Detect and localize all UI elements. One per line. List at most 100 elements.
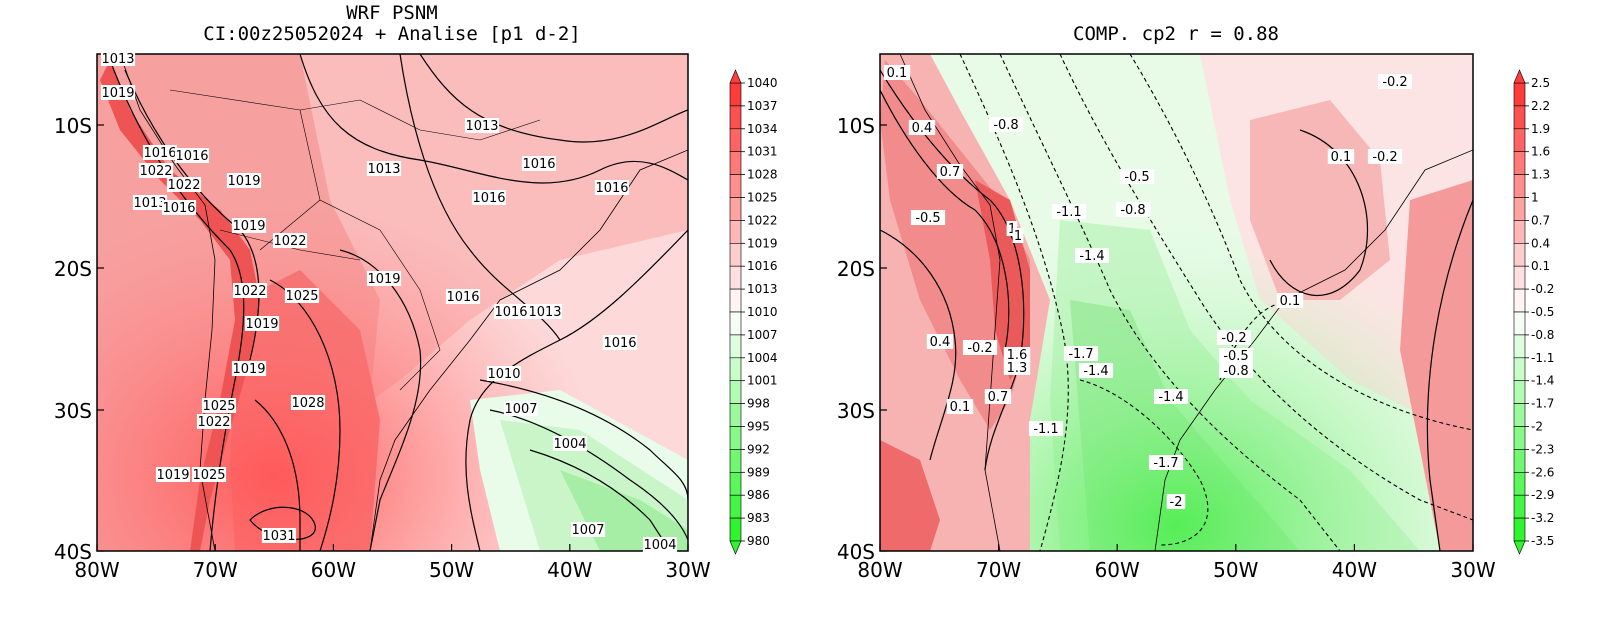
- contour-label-bg: [988, 117, 1024, 132]
- colorbar-swatch: [1513, 517, 1526, 542]
- contour-label: 1016: [494, 305, 527, 320]
- colorbar-label: -3.2: [1531, 511, 1554, 525]
- right-frame: [879, 53, 1474, 552]
- contour-label: 1019: [232, 219, 265, 234]
- colorbar-swatch: [1513, 128, 1526, 153]
- contour-label-bg: [552, 436, 588, 451]
- contour-label-bg: [984, 389, 1012, 404]
- right-contour-neg-e: [1079, 379, 1209, 546]
- contour-label-bg: [232, 283, 268, 298]
- colorbar-label: 1034: [747, 122, 778, 136]
- left-east-coast: [369, 149, 688, 551]
- contour-label-bg: [527, 304, 563, 319]
- colorbar-swatch: [729, 288, 742, 313]
- colorbar-label: 1028: [747, 168, 778, 182]
- colorbar-swatch: [1513, 220, 1526, 244]
- colorbar-swatch: [729, 357, 742, 381]
- y-tick-label: 30S: [837, 399, 875, 423]
- contour-label: 1007: [571, 523, 604, 538]
- right-contour-0.7: [880, 89, 1010, 351]
- colorbar-swatch: [729, 220, 742, 244]
- contour-label-bg: [1028, 421, 1064, 436]
- colorbar-swatch: [729, 197, 742, 221]
- colorbar-swatch: [729, 151, 742, 175]
- contour-label: 1013: [101, 52, 134, 67]
- contour-label: 1016: [472, 191, 505, 206]
- colorbar-swatch: [729, 265, 742, 290]
- y-tick-label: 30S: [54, 399, 92, 423]
- colorbar-label: -2.6: [1531, 465, 1554, 479]
- colorbar-bottom-arrow: [1513, 540, 1526, 555]
- colorbar-label: 2.5: [1531, 76, 1550, 90]
- contour-label-bg: [1276, 293, 1304, 308]
- y-tick-label: 10S: [837, 114, 875, 138]
- contour-label: -0.2: [1372, 150, 1397, 165]
- y-tick-label: 10S: [54, 114, 92, 138]
- colorbar-swatch: [729, 243, 742, 267]
- colorbar-swatch: [1513, 243, 1526, 267]
- contour-label: 1016: [446, 290, 479, 305]
- colorbar-bottom-arrow: [729, 540, 742, 555]
- colorbar-swatch: [1513, 357, 1526, 381]
- colorbar-label: 1010: [747, 305, 778, 319]
- colorbar-label: 1007: [747, 328, 778, 342]
- contour-label: 0.4: [930, 335, 951, 350]
- colorbar-label: -0.2: [1531, 282, 1554, 296]
- colorbar-label: 1.6: [1531, 145, 1550, 159]
- contour-label: 1019: [101, 86, 134, 101]
- contour-label: 0.1: [887, 66, 908, 81]
- contour-label-bg: [201, 398, 237, 413]
- contour-label-bg: [521, 156, 557, 171]
- colorbar-label: -3.5: [1531, 534, 1554, 548]
- contour-label: -0.2: [1221, 331, 1246, 346]
- contour-label: 1016: [175, 149, 208, 164]
- left-frame: [96, 53, 689, 552]
- colorbar-swatch: [1513, 494, 1526, 519]
- contour-label-bg: [486, 366, 522, 381]
- contour-label-bg: [602, 335, 638, 350]
- contour-label-bg: [926, 334, 954, 349]
- colorbar-swatch: [1513, 197, 1526, 221]
- contour-label: 1019: [232, 362, 265, 377]
- contour-label-bg: [910, 210, 946, 225]
- contour-label-bg: [445, 289, 481, 304]
- contour-label: 1025: [192, 468, 225, 483]
- contour-label-bg: [1003, 360, 1031, 375]
- colorbar-label: -2.9: [1531, 488, 1554, 502]
- contour-label-bg: [1166, 494, 1186, 509]
- contour-label-bg: [1012, 228, 1024, 243]
- contour-label: 1013: [133, 196, 166, 211]
- colorbar-label: 1040: [747, 76, 778, 90]
- colorbar-swatch: [1513, 174, 1526, 198]
- contour-label: -0.5: [1124, 170, 1149, 185]
- colorbar-label: 986: [747, 488, 770, 502]
- contour-label-bg: [1074, 248, 1110, 263]
- colorbar-label: 992: [747, 442, 770, 456]
- right-pos-east: [1250, 100, 1390, 300]
- contour-label: 1016: [603, 336, 636, 351]
- contour-label: 1: [1008, 222, 1016, 237]
- left-isobar-1022: [339, 249, 422, 551]
- x-tick-label: 50W: [1213, 558, 1258, 582]
- colorbar-swatch: [1513, 151, 1526, 175]
- contour-label-bg: [142, 145, 178, 160]
- contour-label: 1: [1014, 229, 1022, 244]
- contour-label-bg: [226, 173, 262, 188]
- contour-label-bg: [132, 195, 168, 210]
- colorbar-label: 995: [747, 420, 770, 434]
- right-title: COMP. cp2 r = 0.88: [1073, 23, 1279, 45]
- right-contour-neg-c: [1059, 54, 1473, 521]
- contour-label-bg: [594, 180, 630, 195]
- y-tick-label: 40S: [837, 540, 875, 564]
- colorbar-label: 1025: [747, 191, 778, 205]
- colorbar-label: -0.8: [1531, 328, 1554, 342]
- contour-label-bg: [366, 271, 402, 286]
- contour-label-bg: [261, 528, 297, 543]
- contour-label: -1.1: [1056, 205, 1081, 220]
- contour-label-bg: [1119, 169, 1155, 184]
- contour-label-bg: [1327, 149, 1355, 164]
- colorbar-swatch: [729, 311, 742, 336]
- right-pos-far-east: [1400, 180, 1473, 551]
- y-tick-label: 20S: [837, 257, 875, 281]
